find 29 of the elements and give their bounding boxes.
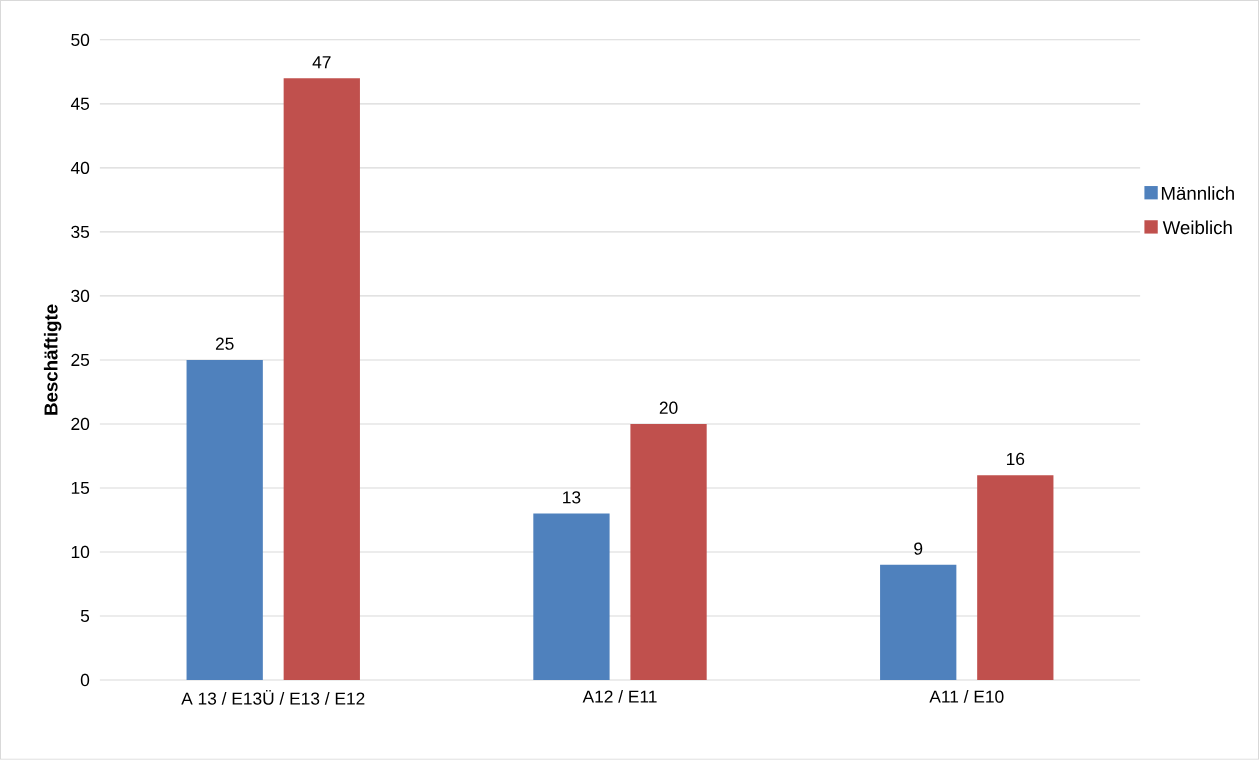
bar	[880, 564, 957, 681]
x-tick-label: A11 / E10	[929, 690, 1004, 703]
data-label: 47	[312, 56, 331, 69]
y-tick-label: 35	[71, 225, 90, 239]
x-tick-label: A12 / E11	[582, 690, 657, 703]
y-tick-label: 20	[71, 417, 90, 431]
bar	[977, 475, 1054, 681]
data-label: 9	[914, 542, 923, 555]
y-tick-label: 0	[80, 673, 90, 687]
y-tick-label: 40	[70, 161, 90, 175]
data-label: 13	[563, 491, 581, 504]
y-tick-label: 50	[71, 33, 90, 47]
data-label: 25	[215, 337, 234, 350]
bar	[283, 78, 360, 681]
bar	[186, 359, 263, 681]
y-tick-label: 45	[70, 97, 90, 110]
y-tick-label: 30	[71, 289, 90, 303]
x-tick-label: A 13 / E13Ü / E13 / E12	[181, 690, 365, 705]
bar	[630, 424, 707, 681]
y-axis-title: Beschäftigte	[43, 304, 62, 415]
data-label: 16	[1006, 452, 1025, 466]
legend-label: Männlich	[1161, 186, 1234, 201]
legend-label: Weiblich	[1162, 220, 1232, 235]
y-tick-label: 5	[80, 610, 90, 623]
y-tick-label: 25	[71, 353, 90, 367]
bar	[533, 513, 610, 681]
data-label: 20	[659, 401, 678, 414]
y-tick-label: 10	[71, 545, 90, 559]
y-tick-label: 15	[71, 481, 90, 495]
